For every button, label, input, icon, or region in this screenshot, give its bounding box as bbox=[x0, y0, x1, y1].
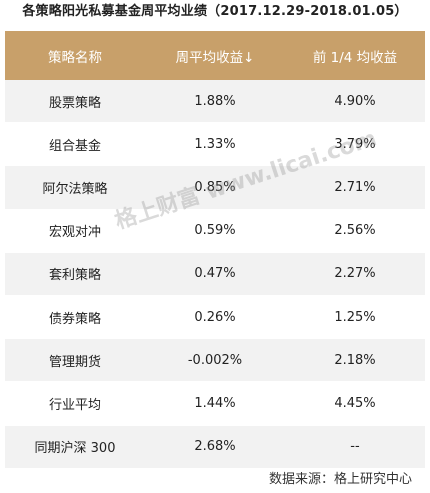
strategy-name: 债券策略 bbox=[48, 311, 101, 327]
strategy-name: 组合基金 bbox=[48, 138, 101, 154]
table-row: 同期沪深 300 2.68% -- bbox=[5, 425, 425, 469]
table-row: 套利策略 0.47% 2.27% bbox=[5, 252, 425, 296]
table-row: 组合基金 1.33% 3.79% bbox=[5, 123, 425, 167]
strategy-name: 阿尔法策略 bbox=[42, 181, 108, 197]
top-quarter-return: 3.79% bbox=[334, 136, 376, 152]
table-title: 各策略阳光私募基金周平均业绩（2017.12.29-2018.01.05） bbox=[22, 4, 408, 19]
top-quarter-return: -- bbox=[350, 439, 360, 455]
strategy-name: 股票策略 bbox=[48, 95, 101, 111]
header-weekly-return[interactable]: 周平均收益↓ bbox=[175, 49, 255, 66]
table-row: 管理期货 -0.002% 2.18% bbox=[5, 339, 425, 383]
table-row: 行业平均 1.44% 4.45% bbox=[5, 382, 425, 426]
weekly-return: 0.26% bbox=[194, 309, 236, 325]
strategy-name: 行业平均 bbox=[48, 397, 101, 413]
weekly-return: 0.47% bbox=[194, 266, 236, 282]
strategy-name: 同期沪深 300 bbox=[34, 441, 116, 457]
top-quarter-return: 2.56% bbox=[334, 223, 376, 239]
table-row: 阿尔法策略 0.85% 2.71% bbox=[5, 166, 425, 210]
strategy-name: 管理期货 bbox=[48, 354, 101, 370]
weekly-return: 1.33% bbox=[194, 136, 236, 152]
weekly-return: 2.68% bbox=[194, 439, 236, 455]
top-quarter-return: 4.45% bbox=[334, 395, 376, 411]
table-row: 宏观对冲 0.59% 2.56% bbox=[5, 209, 425, 253]
weekly-return: 1.44% bbox=[194, 395, 236, 411]
table-row: 股票策略 1.88% 4.90% bbox=[5, 80, 425, 124]
strategy-name: 宏观对冲 bbox=[48, 225, 101, 241]
data-source-note: 数据来源：格上研究中心 bbox=[268, 472, 412, 487]
header-top-quarter-return: 前 1/4 均收益 bbox=[312, 49, 398, 66]
top-quarter-return: 2.18% bbox=[334, 352, 376, 368]
performance-table: 策略名称 周平均收益↓ 前 1/4 均收益 股票策略 1.88% 4.90% 组… bbox=[5, 31, 425, 469]
weekly-return: 0.85% bbox=[194, 179, 236, 195]
top-quarter-return: 2.27% bbox=[334, 266, 376, 282]
table-header: 策略名称 周平均收益↓ 前 1/4 均收益 bbox=[5, 31, 425, 80]
table-row: 债券策略 0.26% 1.25% bbox=[5, 295, 425, 340]
top-quarter-return: 4.90% bbox=[334, 93, 376, 109]
top-quarter-return: 2.71% bbox=[334, 179, 376, 195]
weekly-return: -0.002% bbox=[187, 352, 243, 368]
weekly-return: 1.88% bbox=[194, 93, 236, 109]
top-quarter-return: 1.25% bbox=[334, 309, 376, 325]
weekly-return: 0.59% bbox=[194, 223, 236, 239]
header-strategy-name: 策略名称 bbox=[48, 49, 102, 66]
strategy-name: 套利策略 bbox=[48, 268, 101, 284]
